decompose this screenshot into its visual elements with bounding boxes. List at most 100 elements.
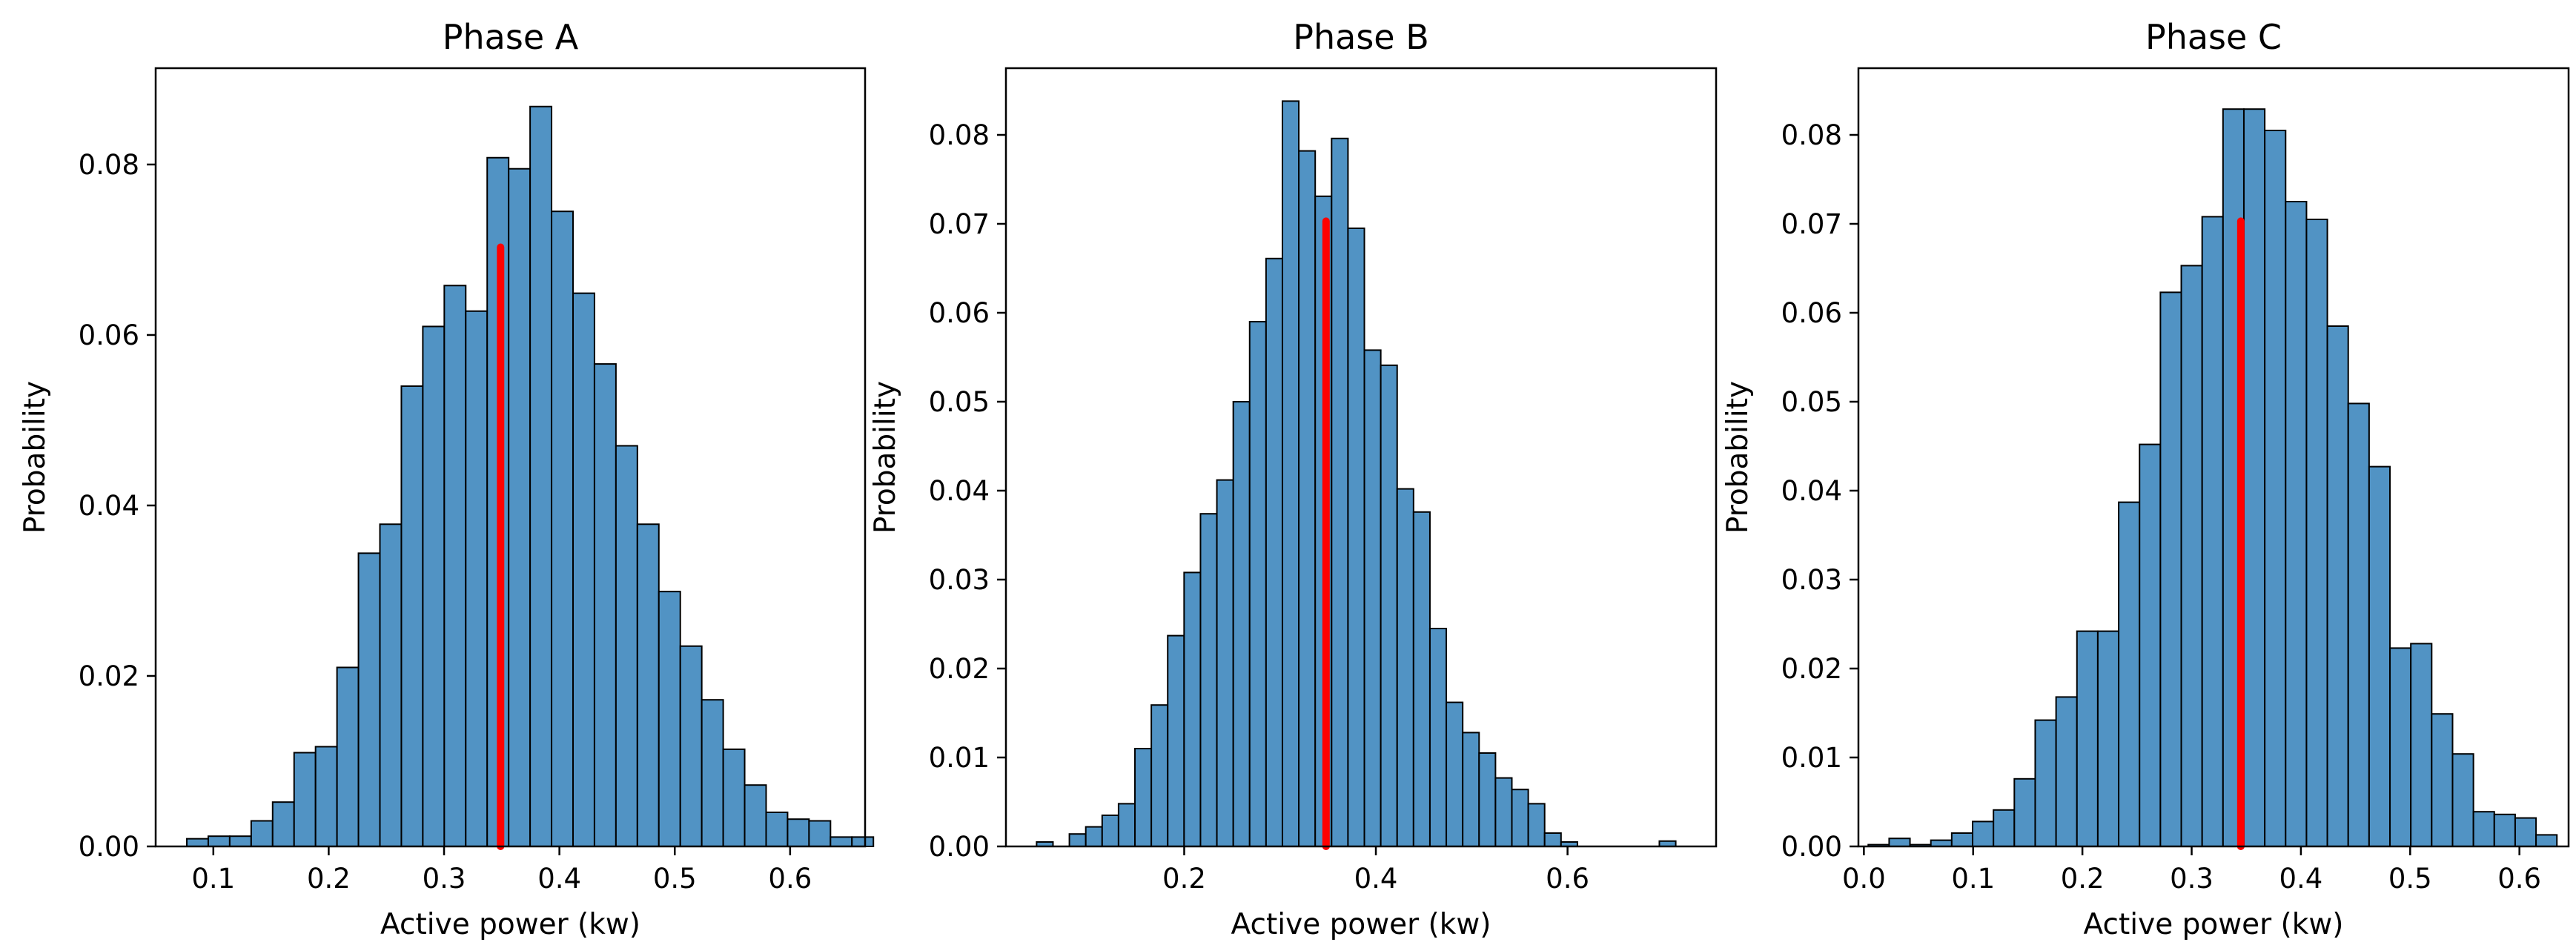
histogram-bar [1265,257,1283,847]
histogram-bar [658,591,681,847]
histogram-bar [314,746,338,848]
histogram-bar [722,748,746,847]
x-tick-label: 0.2 [1162,863,1206,895]
y-tick-label: 0.07 [1781,208,1842,240]
histogram-bar [636,523,660,847]
histogram-bar [1134,748,1153,847]
histogram-bar [1446,701,1464,847]
x-tick-label: 0.1 [191,863,235,895]
x-axis-label-phase-a: Active power (kw) [380,908,640,941]
y-tick-label: 0.04 [79,490,139,522]
y-tick-label: 0.01 [1781,742,1842,774]
x-tick-label: 0.4 [1354,863,1398,895]
histogram-bar [2013,777,2036,848]
histogram-bar [2347,402,2370,847]
histogram-bar [1281,100,1300,847]
axes-frame-phase-a [154,67,867,848]
histogram-bar [1331,137,1349,848]
histogram-bar [1888,838,1911,847]
histogram-bar [1150,704,1169,848]
histogram-bar [1511,789,1529,847]
y-tick-label: 0.01 [929,742,990,774]
histogram-bar [2410,643,2433,848]
histogram-bar [1396,488,1414,847]
histogram-bar [1543,832,1562,847]
histogram-bar [250,820,274,848]
histogram-bar [2493,813,2516,848]
histogram-bar [1298,150,1317,848]
histogram-bar [2201,216,2224,847]
histogram-bar [2264,130,2287,847]
histogram-bar [701,699,724,847]
y-tick-label: 0.02 [929,653,990,685]
x-ticks-phase-b: 0.2 0.4 0.6 [1162,846,1589,895]
histogram-bar [1101,815,1119,847]
histogram-bar [1930,839,1953,847]
x-tick-label: 0.6 [2497,863,2541,895]
y-tick-label: 0.03 [1781,564,1842,596]
histogram-bar [379,523,403,847]
y-tick-label: 0.08 [79,149,139,181]
y-tick-label: 0.00 [79,831,139,863]
x-ticks-phase-c: 0.0 0.1 0.2 0.3 0.4 0.5 0.6 [1842,846,2541,895]
histogram-bar [593,363,617,847]
histogram-bar [2034,719,2057,847]
histogram-bar [2535,834,2558,848]
histogram-bar [679,645,703,847]
y-tick-label: 0.02 [79,660,139,692]
histogram-bar [1380,364,1398,847]
x-axis-label-phase-c: Active power (kw) [2084,908,2344,941]
chart-title-phase-c: Phase C [2145,17,2282,57]
histogram-bar [228,835,252,847]
x-tick-label: 0.2 [307,863,351,895]
x-tick-label: 0.1 [1951,863,1995,895]
histogram-bar [2389,647,2412,848]
x-tick-label: 0.3 [423,863,466,895]
histogram-bar [2305,219,2328,847]
histogram-bar [1478,752,1497,847]
histogram-bar [336,666,360,848]
y-tick-label: 0.02 [1781,653,1842,685]
histogram-bar [1068,833,1087,847]
panel-phase-b: 0.2 0.4 0.6 0.000.010.020.030.040.050.060.… [869,17,1718,941]
y-axis-label-phase-a: Probability [19,381,52,534]
histogram-bar [186,838,209,848]
x-tick-label: 0.6 [1546,863,1589,895]
bars-phase-c [1867,108,2558,848]
panel-phase-a: 0.1 0.2 0.3 0.4 0.5 0.6 0.000.020.040.060.08 … [19,17,875,941]
histogram-bar [1248,321,1267,847]
histogram-bar [465,310,489,847]
histogram-bar [1993,809,2016,848]
histogram-bar [551,210,574,847]
histogram-bar [1216,479,1234,847]
x-tick-label: 0.4 [2279,863,2322,895]
panel-phase-c: 0.0 0.1 0.2 0.3 0.4 0.5 0.6 0.000.010.020.030.… [1721,17,2570,941]
histogram-bar [1347,228,1365,847]
histogram-bar [2514,817,2537,847]
histogram-bar [207,835,231,847]
histogram-bar [2472,811,2495,847]
x-axis-label-phase-b: Active power (kw) [1231,908,1491,941]
histogram-bar [744,784,767,847]
x-tick-label: 0.6 [768,863,812,895]
x-tick-label: 0.3 [2170,863,2214,895]
histogram-bar [357,552,381,847]
histogram-bar [508,168,532,847]
histogram-bar [1462,732,1480,848]
y-tick-label: 0.07 [929,208,990,240]
bars-phase-b [1036,100,1677,848]
y-tick-label: 0.05 [929,386,990,418]
histogram-bar [615,445,638,847]
chart-title-phase-a: Phase A [443,17,579,57]
histogram-bar [1117,803,1136,848]
histogram-bar [422,325,446,847]
histogram-bar [808,820,832,848]
y-tick-label: 0.04 [1781,475,1842,507]
histogram-bar [1412,511,1431,847]
y-tick-label: 0.08 [1781,119,1842,151]
histogram-bar [2096,630,2120,847]
histogram-bar [443,285,467,847]
histogram-bar [851,836,875,847]
histogram-bar [1494,777,1513,847]
